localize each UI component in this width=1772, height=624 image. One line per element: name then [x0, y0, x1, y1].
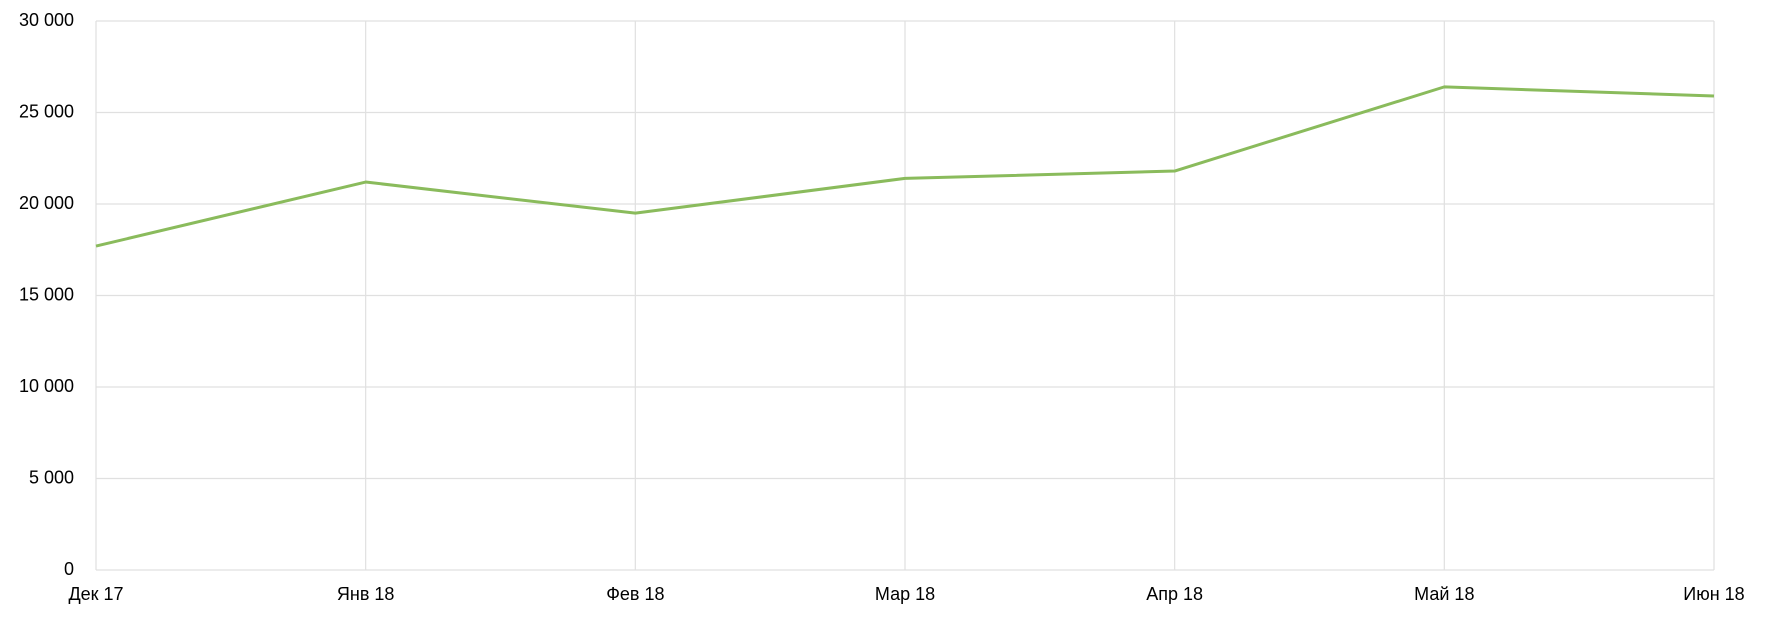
x-tick-label: Фев 18: [606, 584, 664, 604]
x-tick-label: Июн 18: [1683, 584, 1744, 604]
y-tick-label: 25 000: [19, 101, 74, 121]
x-tick-label: Май 18: [1414, 584, 1474, 604]
y-tick-label: 5 000: [29, 467, 74, 487]
y-tick-label: 20 000: [19, 193, 74, 213]
y-tick-label: 30 000: [19, 10, 74, 30]
x-tick-label: Апр 18: [1146, 584, 1203, 604]
y-tick-label: 15 000: [19, 284, 74, 304]
x-tick-label: Мар 18: [875, 584, 935, 604]
x-tick-label: Янв 18: [337, 584, 395, 604]
y-tick-label: 0: [64, 559, 74, 579]
data-line: [95, 85, 1715, 248]
y-tick-label: 10 000: [19, 376, 74, 396]
x-tick-label: Дек 17: [68, 584, 123, 604]
